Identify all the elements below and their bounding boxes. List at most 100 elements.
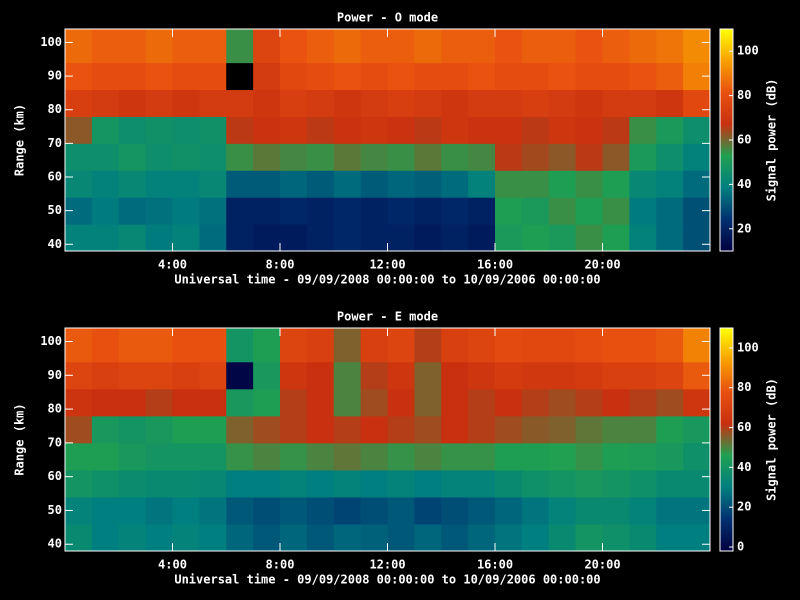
y-tick-label: 70	[48, 136, 62, 150]
heat-cell	[495, 116, 523, 144]
heat-cell	[521, 89, 550, 117]
heat-cell	[548, 197, 577, 225]
heat-cell	[65, 442, 93, 471]
y-tick-label: 80	[48, 102, 62, 116]
heat-cell	[253, 442, 281, 471]
heat-cell	[91, 89, 120, 117]
heat-cell	[548, 143, 577, 171]
heat-cell	[333, 29, 362, 64]
heat-cell	[548, 116, 577, 144]
heat-cell	[629, 29, 657, 64]
heat-cell	[441, 170, 469, 198]
heat-cell	[575, 523, 603, 552]
heat-cell	[656, 89, 684, 117]
heat-cell	[65, 523, 93, 552]
heat-cell	[629, 415, 657, 444]
heat-cell	[441, 469, 469, 498]
heat-cell	[118, 62, 147, 91]
heat-cell	[468, 496, 496, 525]
heat-cell	[280, 89, 308, 117]
heat-cell	[414, 361, 442, 390]
heat-cell	[145, 197, 173, 225]
heat-cell	[226, 496, 254, 525]
heat-cell	[548, 62, 577, 91]
heat-cell	[548, 496, 577, 525]
heat-cell	[226, 170, 254, 198]
heat-cell	[387, 328, 415, 363]
heat-cell	[306, 496, 335, 525]
x-tick-label: 8:00	[266, 558, 295, 572]
heat-cell	[521, 62, 550, 91]
heat-cell	[414, 89, 442, 117]
heat-cell	[387, 170, 415, 198]
heat-cell	[441, 197, 469, 225]
heat-cell	[199, 197, 227, 225]
heat-cell	[602, 89, 630, 117]
heat-cell	[548, 328, 577, 363]
heat-cell	[629, 224, 657, 252]
heat-cell	[91, 469, 120, 498]
heat-cell	[172, 415, 200, 444]
heat-cell	[468, 361, 496, 390]
heat-cell	[387, 224, 415, 252]
heat-cell	[575, 361, 603, 390]
heat-cell	[145, 442, 173, 471]
heat-cell	[172, 523, 200, 552]
heat-cell	[333, 143, 362, 171]
heat-cell	[441, 89, 469, 117]
heat-cell	[629, 361, 657, 390]
heat-cell	[172, 170, 200, 198]
heat-cell	[683, 442, 711, 471]
heat-cell	[387, 469, 415, 498]
heat-cell	[495, 62, 523, 91]
heat-cell	[495, 523, 523, 552]
heat-cell	[306, 388, 335, 417]
heat-cell	[226, 62, 254, 91]
chart-title: Power - E mode	[337, 310, 438, 324]
heat-cell	[602, 143, 630, 171]
heat-cell	[575, 89, 603, 117]
heat-cell	[575, 170, 603, 198]
heat-cell	[253, 170, 281, 198]
heat-cell	[629, 442, 657, 471]
y-tick-label: 100	[40, 334, 62, 348]
heat-cell	[548, 170, 577, 198]
heat-cell	[656, 62, 684, 91]
heat-cell	[226, 361, 254, 390]
heat-cell	[656, 143, 684, 171]
heat-cell	[495, 496, 523, 525]
heat-cell	[656, 116, 684, 144]
colorbar-tick-label: 60	[737, 133, 751, 147]
x-axis-label: Universal time - 09/09/2008 00:00:00 to …	[174, 273, 600, 287]
heat-cell	[253, 361, 281, 390]
heat-cell	[683, 116, 711, 144]
heat-cell	[521, 469, 550, 498]
heat-cell	[91, 116, 120, 144]
heat-cell	[602, 62, 630, 91]
heat-cell	[253, 143, 281, 171]
heat-cell	[360, 224, 388, 252]
heat-cell	[629, 143, 657, 171]
heat-cell	[118, 415, 147, 444]
heat-cell	[360, 89, 388, 117]
heat-cell	[172, 496, 200, 525]
heat-cell	[414, 224, 442, 252]
heat-cell	[521, 523, 550, 552]
heat-cell	[280, 197, 308, 225]
heat-cell	[280, 116, 308, 144]
heat-cell	[91, 361, 120, 390]
heat-cell	[199, 116, 227, 144]
heat-cell	[65, 328, 93, 363]
heat-cell	[629, 89, 657, 117]
heat-cell	[575, 62, 603, 91]
colorbar-tick-label: 40	[737, 177, 751, 191]
heat-cell	[548, 469, 577, 498]
heat-cell	[387, 62, 415, 91]
x-tick-label: 4:00	[158, 558, 187, 572]
heat-cell	[333, 328, 362, 363]
heat-cell	[387, 442, 415, 471]
heat-cell	[91, 496, 120, 525]
heat-cell	[306, 143, 335, 171]
heat-cell	[253, 469, 281, 498]
heat-cell	[387, 523, 415, 552]
